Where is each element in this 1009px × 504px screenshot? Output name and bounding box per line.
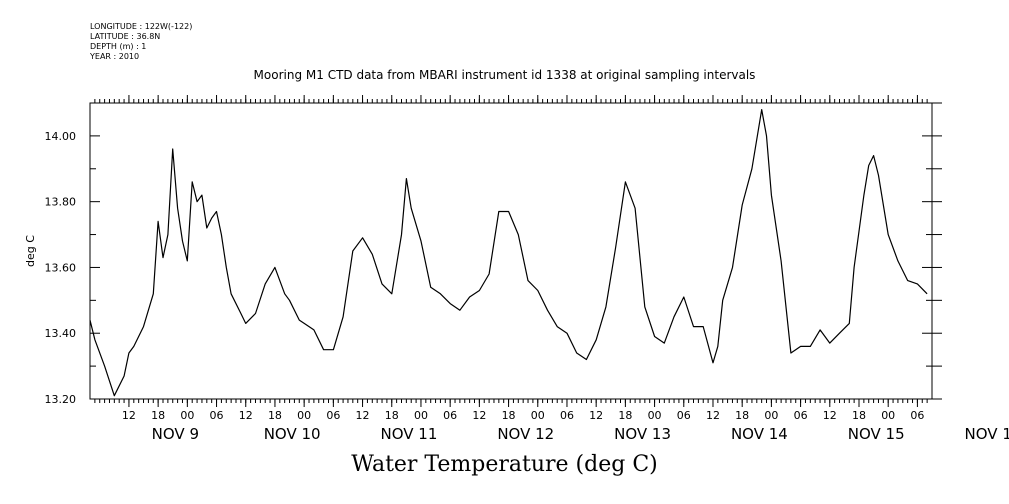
x-day-label: NOV 9: [152, 425, 199, 443]
x-hour-tick-label: 00: [297, 409, 311, 422]
x-hour-tick-label: 00: [414, 409, 428, 422]
y-tick-label: 13.20: [45, 393, 77, 406]
x-day-label: NOV 11: [381, 425, 438, 443]
x-day-label: NOV 15: [848, 425, 905, 443]
x-hour-tick-label: 06: [443, 409, 457, 422]
y-axis-title: deg C: [24, 235, 37, 267]
x-hour-tick-label: 00: [180, 409, 194, 422]
x-hour-tick-label: 06: [677, 409, 691, 422]
x-hour-tick-label: 06: [560, 409, 574, 422]
x-hour-tick-label: 12: [356, 409, 370, 422]
x-hour-tick-label: 12: [122, 409, 136, 422]
y-tick-label: 13.80: [45, 196, 77, 209]
x-day-label: NOV 14: [731, 425, 788, 443]
temperature-series-line: [89, 108, 928, 397]
x-hour-tick-label: 00: [881, 409, 895, 422]
x-hour-tick-label: 00: [648, 409, 662, 422]
depth-label: DEPTH (m) : 1: [90, 42, 147, 51]
y-tick-label: 13.40: [45, 327, 77, 340]
x-day-label: NOV 16: [965, 425, 1009, 443]
x-day-label: NOV 13: [614, 425, 671, 443]
x-hour-tick-label: 12: [706, 409, 720, 422]
y-tick-label: 14.00: [45, 130, 77, 143]
x-hour-tick-label: 12: [589, 409, 603, 422]
year-label: YEAR : 2010: [90, 52, 140, 61]
x-hour-tick-label: 06: [794, 409, 808, 422]
x-hour-tick-label: 12: [472, 409, 486, 422]
x-hour-tick-label: 18: [268, 409, 282, 422]
x-hour-tick-label: 06: [910, 409, 924, 422]
x-day-label: NOV 10: [264, 425, 321, 443]
y-tick-label: 13.60: [45, 261, 77, 274]
x-day-label: NOV 12: [497, 425, 554, 443]
x-hour-tick-label: 18: [735, 409, 749, 422]
x-axis-title: Water Temperature (deg C): [351, 452, 658, 477]
chart-title: Mooring M1 CTD data from MBARI instrumen…: [253, 68, 756, 82]
latitude-label: LATITUDE : 36.8N: [90, 32, 161, 41]
x-hour-tick-label: 18: [502, 409, 516, 422]
x-hour-tick-label: 18: [385, 409, 399, 422]
x-hour-tick-label: 12: [239, 409, 253, 422]
longitude-label: LONGITUDE : 122W(-122): [90, 22, 193, 31]
x-hour-tick-label: 00: [531, 409, 545, 422]
x-hour-tick-label: 06: [326, 409, 340, 422]
x-hour-tick-label: 06: [210, 409, 224, 422]
x-hour-tick-label: 00: [764, 409, 778, 422]
x-hour-tick-label: 12: [823, 409, 837, 422]
plot-frame: [89, 102, 933, 400]
x-hour-tick-label: 18: [618, 409, 632, 422]
x-hour-tick-label: 18: [852, 409, 866, 422]
x-hour-tick-label: 18: [151, 409, 165, 422]
